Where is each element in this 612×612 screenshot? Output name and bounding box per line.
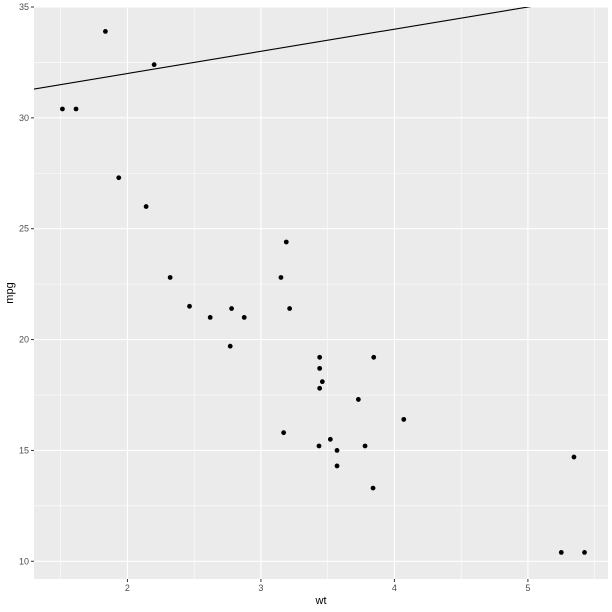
data-point <box>167 275 173 280</box>
data-point <box>287 306 293 311</box>
y-tick-label: 30 <box>19 113 29 123</box>
data-point <box>334 448 340 453</box>
data-point <box>401 416 407 422</box>
data-point <box>317 354 323 360</box>
data-point <box>227 343 233 349</box>
data-point <box>241 314 247 320</box>
y-tick-label: 15 <box>19 445 29 455</box>
data-point <box>371 354 377 360</box>
data-point <box>316 443 322 449</box>
x-tick-label: 2 <box>125 583 130 593</box>
y-tick-label: 20 <box>19 335 29 345</box>
data-point <box>319 379 325 385</box>
data-point <box>317 365 323 371</box>
data-point <box>229 306 234 311</box>
grid-major <box>34 6 608 579</box>
data-point <box>73 106 79 112</box>
data-point <box>143 204 149 209</box>
points-layer <box>60 28 587 555</box>
data-point <box>278 275 284 280</box>
data-point <box>327 436 333 442</box>
data-point <box>370 485 376 491</box>
data-point <box>558 549 564 555</box>
data-point <box>283 239 289 245</box>
data-point <box>151 62 157 68</box>
data-point <box>116 175 122 181</box>
y-tick-label: 25 <box>19 224 29 234</box>
x-tick-label: 4 <box>392 583 397 593</box>
data-point <box>362 443 368 449</box>
fit-line-layer <box>34 7 532 90</box>
data-point <box>317 385 323 391</box>
x-axis-title: wt <box>315 595 327 607</box>
data-point <box>103 28 108 34</box>
data-point <box>582 549 587 555</box>
data-point <box>355 397 361 402</box>
y-axis-ticks: 10 15 20 25 30 35 <box>19 2 34 566</box>
data-point <box>334 463 340 469</box>
data-point <box>207 314 213 320</box>
reference-line <box>34 7 532 90</box>
x-axis-ticks: 2 3 4 5 <box>125 579 530 593</box>
data-point <box>187 303 192 309</box>
grid-minor <box>34 7 608 579</box>
data-point <box>281 430 287 436</box>
x-tick-label: 3 <box>258 583 263 593</box>
y-tick-label: 10 <box>19 556 29 566</box>
y-tick-label: 35 <box>19 2 29 12</box>
plot-background <box>34 7 608 579</box>
y-axis-title: mpg <box>4 282 16 303</box>
data-point <box>571 454 577 460</box>
data-point <box>60 106 65 112</box>
x-tick-label: 5 <box>525 583 530 593</box>
